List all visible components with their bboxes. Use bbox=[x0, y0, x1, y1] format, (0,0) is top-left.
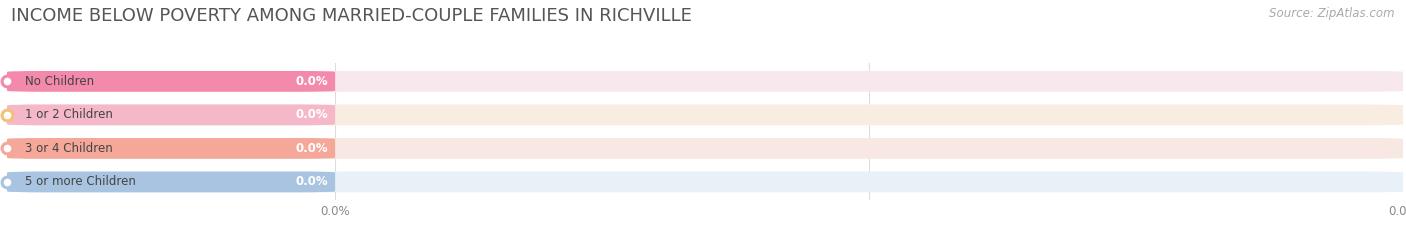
FancyBboxPatch shape bbox=[7, 171, 1403, 192]
FancyBboxPatch shape bbox=[7, 71, 335, 92]
Text: INCOME BELOW POVERTY AMONG MARRIED-COUPLE FAMILIES IN RICHVILLE: INCOME BELOW POVERTY AMONG MARRIED-COUPL… bbox=[11, 7, 692, 25]
Text: 1 or 2 Children: 1 or 2 Children bbox=[25, 108, 112, 121]
FancyBboxPatch shape bbox=[7, 138, 1403, 159]
Text: Source: ZipAtlas.com: Source: ZipAtlas.com bbox=[1270, 7, 1395, 20]
FancyBboxPatch shape bbox=[7, 138, 335, 159]
Text: 0.0%: 0.0% bbox=[295, 175, 328, 188]
Text: 5 or more Children: 5 or more Children bbox=[25, 175, 136, 188]
Text: 0.0%: 0.0% bbox=[295, 75, 328, 88]
Text: 3 or 4 Children: 3 or 4 Children bbox=[25, 142, 112, 155]
Text: 0.0%: 0.0% bbox=[295, 108, 328, 121]
Text: 0.0%: 0.0% bbox=[295, 142, 328, 155]
FancyBboxPatch shape bbox=[7, 71, 1403, 92]
FancyBboxPatch shape bbox=[7, 104, 335, 125]
Text: No Children: No Children bbox=[25, 75, 94, 88]
FancyBboxPatch shape bbox=[7, 171, 335, 192]
FancyBboxPatch shape bbox=[7, 104, 1403, 125]
